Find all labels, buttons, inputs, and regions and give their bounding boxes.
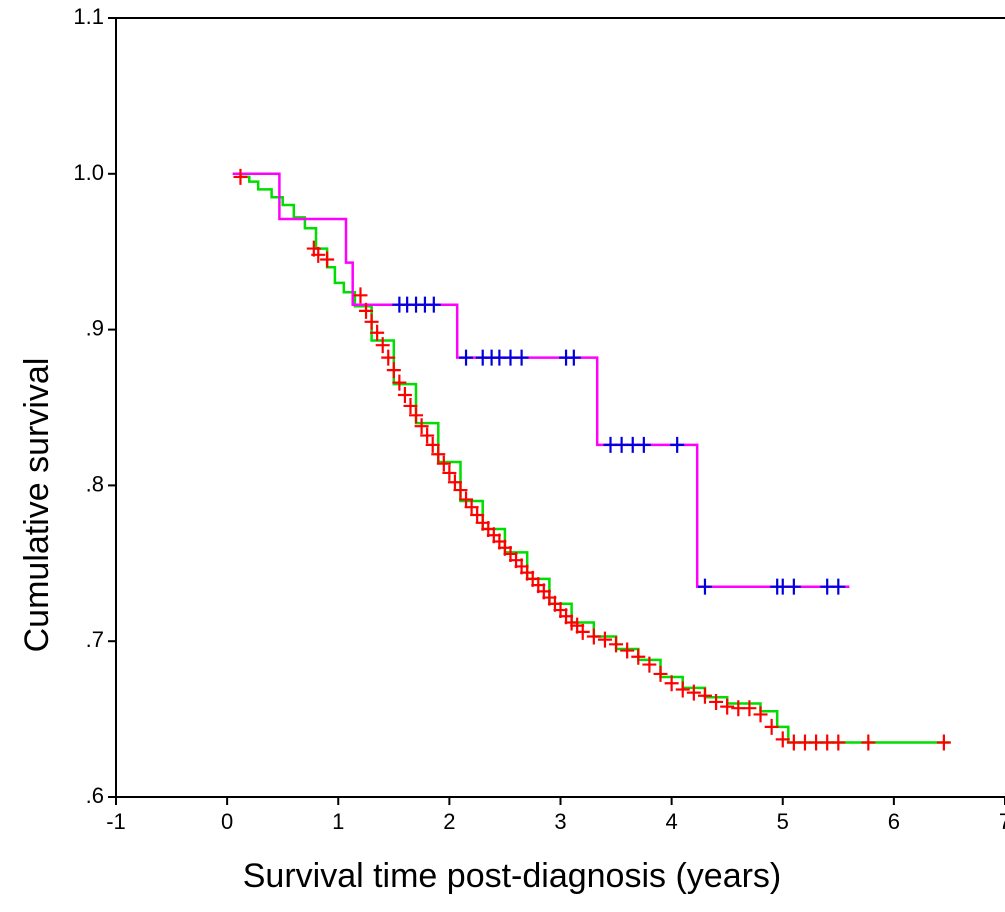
- axes: [115, 17, 1005, 798]
- y-tick-label: .8: [86, 471, 104, 496]
- y-axis-title: Cumulative survival: [18, 358, 56, 653]
- censor-marks: [233, 168, 951, 751]
- censor-mark-series-1: [359, 302, 374, 319]
- censor-mark-series-1: [420, 427, 435, 444]
- censor-mark-series-1: [311, 246, 326, 263]
- x-tick-label: 3: [554, 809, 566, 834]
- censor-mark-series-1: [414, 418, 429, 435]
- censor-mark-series-1: [425, 436, 440, 453]
- censor-mark-series-1: [409, 407, 424, 424]
- censor-mark-series-1: [631, 648, 646, 665]
- censor-mark-series-2: [459, 349, 474, 366]
- x-tick-label: 5: [777, 809, 789, 834]
- censor-mark-series-2: [566, 349, 581, 366]
- censor-mark-series-1: [364, 313, 379, 330]
- x-axis-title: Survival time post-diagnosis (years): [243, 857, 782, 895]
- x-tick-label: 1: [332, 809, 344, 834]
- censor-mark-series-1: [442, 464, 457, 481]
- censor-mark-series-1: [436, 455, 451, 472]
- censor-mark-series-2: [636, 436, 651, 453]
- censor-mark-series-1: [775, 731, 790, 748]
- censor-mark-series-1: [686, 684, 701, 701]
- censor-mark-series-1: [861, 734, 876, 751]
- censor-mark-series-1: [375, 337, 390, 354]
- censor-mark-series-1: [575, 623, 590, 640]
- censor-mark-series-2: [514, 349, 529, 366]
- censor-mark-series-2: [786, 578, 801, 595]
- x-tick-label: 7: [999, 809, 1005, 834]
- y-tick-label: 1.0: [73, 160, 104, 185]
- censor-mark-series-1: [697, 687, 712, 704]
- y-tick-label: .6: [86, 783, 104, 808]
- censor-mark-series-1: [620, 642, 635, 659]
- censor-mark-series-1: [320, 251, 335, 268]
- censor-mark-series-1: [642, 656, 657, 673]
- censor-mark-series-1: [664, 675, 679, 692]
- censor-mark-series-1: [764, 718, 779, 735]
- survival-curve-1: [232, 172, 950, 744]
- censor-mark-series-1: [431, 446, 446, 463]
- censor-mark-series-1: [831, 734, 846, 751]
- censor-mark-series-2: [697, 578, 712, 595]
- censor-mark-series-1: [381, 349, 396, 366]
- censor-mark-series-2: [670, 436, 685, 453]
- censor-mark-series-1: [403, 397, 418, 414]
- censor-mark-series-1: [742, 700, 757, 717]
- censor-mark-series-2: [831, 578, 846, 595]
- y-tick-label: .9: [86, 316, 104, 341]
- x-tick-label: -1: [106, 809, 126, 834]
- x-tick-label: 4: [666, 809, 678, 834]
- ticks: .6 .7 .8 .9 1.0 1.1 -1 0 1 2 3 4 5 6 7: [73, 4, 1005, 834]
- x-tick-label: 6: [888, 809, 900, 834]
- censor-mark-series-1: [386, 362, 401, 379]
- x-tick-label: 0: [221, 809, 233, 834]
- censor-mark-series-1: [453, 482, 468, 499]
- x-tick-label: 2: [443, 809, 455, 834]
- censor-mark-series-1: [353, 287, 368, 304]
- y-tick-label: .7: [86, 627, 104, 652]
- y-tick-label: 1.1: [73, 4, 104, 29]
- censor-mark-series-1: [720, 698, 735, 715]
- censor-mark-series-1: [233, 168, 248, 185]
- censor-mark-series-1: [675, 681, 690, 698]
- censor-mark-series-1: [597, 631, 612, 648]
- censor-mark-series-1: [397, 387, 412, 404]
- censor-mark-series-1: [370, 324, 385, 341]
- censor-mark-series-1: [392, 374, 407, 391]
- censor-mark-series-2: [426, 296, 441, 313]
- censor-mark-series-1: [586, 628, 601, 645]
- censor-mark-series-1: [753, 706, 768, 723]
- censor-mark-series-1: [936, 734, 951, 751]
- censor-mark-series-1: [709, 693, 724, 710]
- plot-lines: [232, 172, 950, 744]
- censor-mark-series-1: [609, 636, 624, 653]
- survival-curve-2: [232, 172, 850, 588]
- censor-mark-series-1: [653, 665, 668, 682]
